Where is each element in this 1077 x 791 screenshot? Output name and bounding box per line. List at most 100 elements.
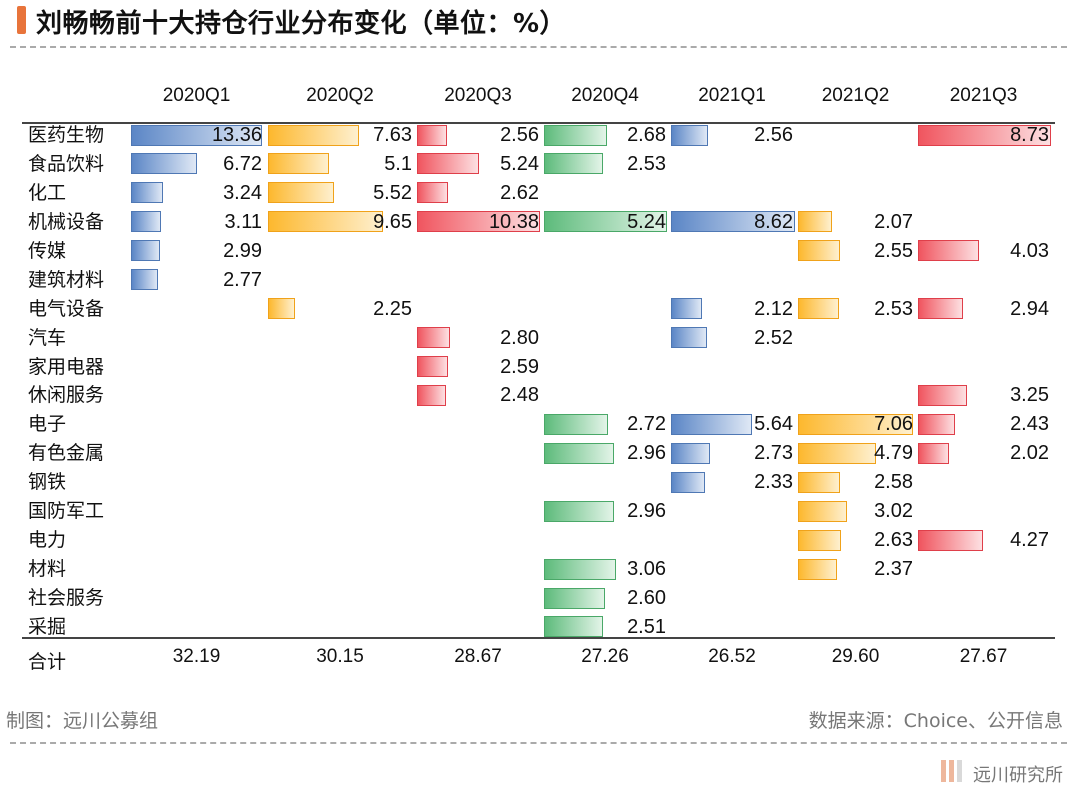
value-label: 2.37 (874, 558, 913, 581)
bar (798, 529, 841, 551)
bar (798, 211, 832, 233)
value-label: 2.73 (754, 442, 793, 465)
row-label: 化工 (28, 181, 67, 204)
value-label: 2.51 (627, 615, 666, 638)
value-label: 2.56 (500, 124, 539, 146)
value-label: 2.52 (754, 326, 793, 349)
row-label: 钢铁 (28, 471, 67, 494)
bar (798, 240, 840, 262)
brand-logo: 远川研究所 (941, 760, 1063, 787)
bar (131, 269, 159, 291)
bar (268, 182, 334, 204)
bar (918, 384, 968, 406)
value-label: 2.33 (754, 471, 793, 494)
row-label: 食品饮料 (28, 152, 105, 175)
table-top-rule (22, 122, 1055, 124)
footer-divider (10, 742, 1067, 744)
bar (671, 124, 708, 146)
value-label: 2.07 (874, 210, 913, 233)
bar (544, 442, 614, 464)
row-label: 休闲服务 (28, 384, 105, 407)
row-label: 医药生物 (28, 124, 105, 146)
value-label: 3.06 (627, 558, 666, 581)
value-label: 2.72 (627, 413, 666, 436)
value-label: 2.59 (500, 355, 539, 378)
value-label: 6.72 (223, 152, 262, 175)
total-value: 30.15 (316, 646, 364, 667)
total-value: 26.52 (708, 646, 756, 667)
bar (268, 298, 295, 320)
value-label: 2.68 (627, 124, 666, 146)
bar (544, 616, 603, 638)
bar (131, 124, 262, 146)
value-label: 4.27 (1010, 529, 1049, 552)
column-header: 2021Q1 (698, 85, 766, 106)
bar (918, 529, 983, 551)
row-label: 家用电器 (28, 355, 105, 378)
value-label: 2.96 (627, 500, 666, 523)
value-label: 2.63 (874, 529, 913, 552)
bar (268, 211, 383, 233)
value-label: 2.48 (500, 384, 539, 407)
total-value: 27.67 (959, 646, 1008, 667)
bar (268, 153, 329, 175)
bar (417, 211, 540, 233)
bar (671, 442, 711, 464)
bar (798, 413, 914, 435)
bar (544, 211, 668, 233)
value-label: 2.96 (627, 442, 666, 465)
bar (131, 240, 161, 262)
bar (544, 413, 608, 435)
row-label: 国防军工 (28, 500, 105, 523)
bar (544, 558, 616, 580)
value-label: 2.55 (874, 239, 913, 262)
bar (798, 558, 837, 580)
column-header: 2020Q2 (306, 85, 374, 106)
bar (544, 500, 614, 522)
bar (131, 153, 197, 175)
logo-bars-icon (941, 760, 965, 787)
row-label: 汽车 (28, 326, 67, 349)
footer-credit: 制图：远川公募组 (6, 710, 159, 732)
row-label: 建筑材料 (28, 268, 105, 291)
value-label: 2.80 (500, 326, 539, 349)
row-label: 材料 (28, 558, 67, 581)
row-label: 电力 (28, 529, 67, 552)
bar (417, 327, 451, 349)
column-header: 2020Q3 (444, 85, 512, 106)
row-label: 电气设备 (28, 297, 105, 320)
value-label: 2.62 (500, 181, 539, 204)
row-label: 有色金属 (28, 442, 105, 465)
total-value: 28.67 (454, 646, 502, 667)
page-title: 刘畅畅前十大持仓行业分布变化（单位：%） (36, 9, 567, 39)
bar (544, 587, 606, 609)
value-label: 5.24 (500, 152, 539, 175)
bar (417, 356, 448, 378)
bar (417, 124, 448, 146)
value-label: 5.52 (373, 181, 412, 204)
value-label: 2.43 (1010, 413, 1049, 436)
bar (671, 413, 753, 435)
bar (131, 211, 162, 233)
value-label: 2.53 (627, 152, 666, 175)
bar (671, 471, 705, 493)
value-label: 2.58 (874, 471, 913, 494)
bar (417, 182, 449, 204)
value-label: 2.77 (223, 268, 262, 291)
bar (798, 500, 848, 522)
bar (918, 240, 980, 262)
column-header: 2020Q1 (162, 85, 231, 106)
value-label: 2.25 (373, 297, 412, 320)
bar (918, 298, 963, 320)
value-label: 3.25 (1010, 384, 1049, 407)
bar (798, 298, 840, 320)
bar (918, 442, 949, 464)
value-label: 4.79 (874, 442, 913, 465)
value-label: 3.11 (224, 210, 262, 233)
value-label: 7.06 (874, 413, 913, 436)
bar (544, 153, 604, 175)
bar (268, 124, 359, 146)
title-divider (10, 46, 1067, 48)
value-label: 2.60 (627, 587, 666, 610)
bar (417, 384, 447, 406)
